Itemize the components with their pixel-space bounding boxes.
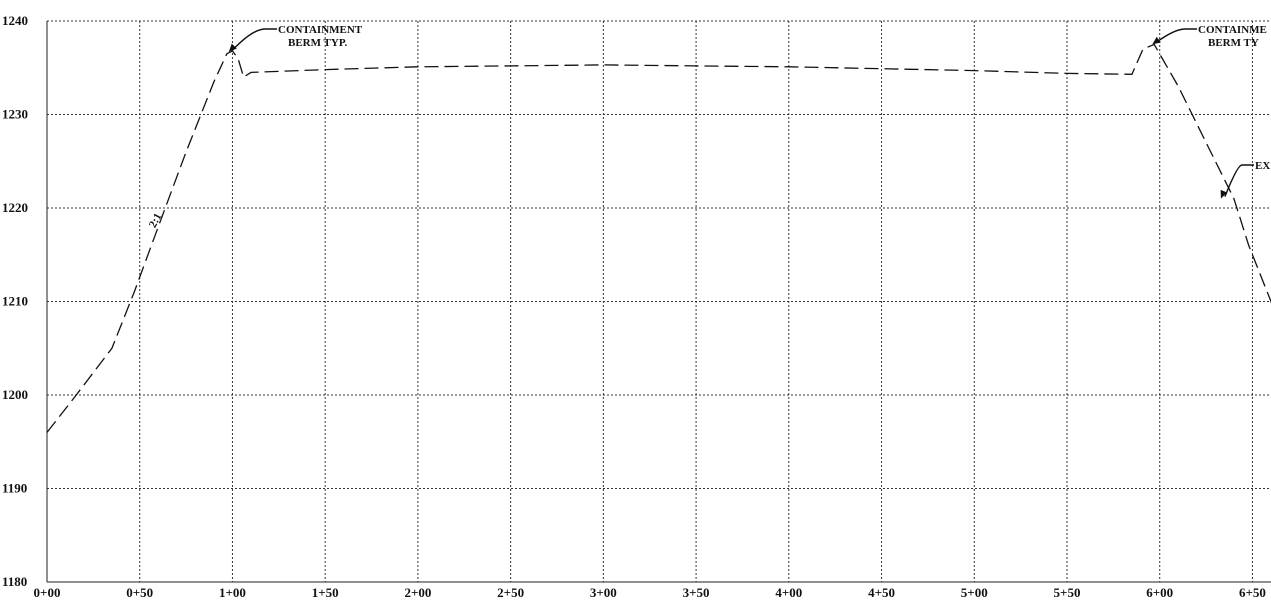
profile-series [46,43,1271,433]
arrowhead [1152,36,1161,45]
annotation-text: BERM TYP. [288,37,348,49]
x-tick-label: 4+50 [868,585,895,600]
grid [46,20,1271,583]
x-tick-label: 3+50 [683,585,710,600]
x-tick-label: 2+50 [497,585,524,600]
y-tick-label: 1220 [2,200,28,215]
x-tick-label: 0+50 [126,585,153,600]
x-tick-label: 6+50 [1239,585,1266,600]
x-tick-label: 1+00 [219,585,246,600]
x-tick-label: 3+00 [590,585,617,600]
x-tick-label: 1+50 [312,585,339,600]
y-tick-label: 1180 [2,574,27,589]
y-tick-label: 1230 [2,107,28,122]
y-tick-label: 1200 [2,387,28,402]
y-tick-label: 1190 [2,481,27,496]
leader-line [1224,164,1254,197]
leader-line [232,28,277,51]
x-tick-label: 5+00 [961,585,988,600]
arrowhead [228,43,237,52]
x-tick-label: 4+00 [775,585,802,600]
ground-profile-line [46,43,1271,433]
x-tick-label: 5+50 [1054,585,1081,600]
x-tick-label: 6+00 [1146,585,1173,600]
annotation-text: CONTAINMENT [278,24,363,36]
x-tick-label: 2+00 [404,585,431,600]
x-tick-label: 0+00 [34,585,61,600]
leader-line [1155,28,1197,43]
annotation-text: BERM TY [1208,37,1259,49]
y-tick-label: 1240 [2,13,28,28]
slope-label: 2:1 [147,211,164,230]
annotation-text: CONTAINME [1198,24,1267,36]
axis-ticks: 0+00 0+50 1+00 1+50 2+00 2+50 3+00 3+50 4+00 4+50… [2,13,1266,600]
arrowhead [1220,189,1228,199]
y-tick-label: 1210 [2,294,28,309]
annotation-text: EX [1255,160,1270,172]
